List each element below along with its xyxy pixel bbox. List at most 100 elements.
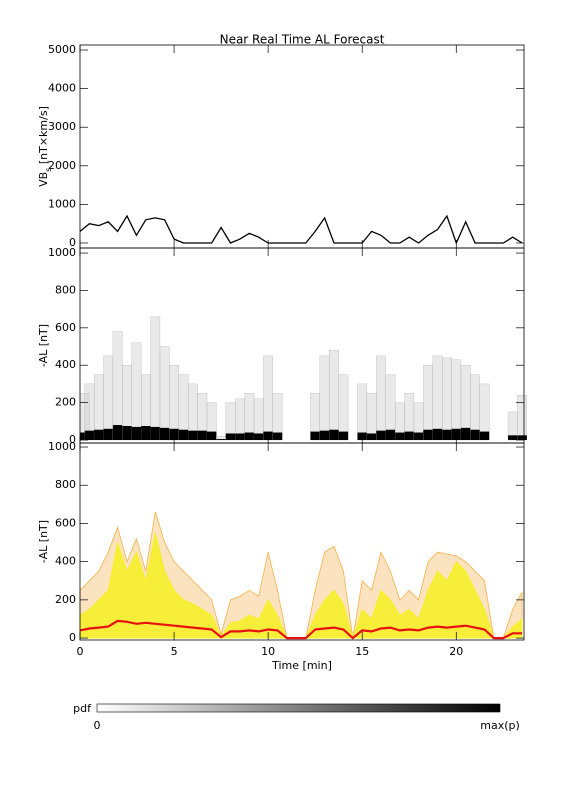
colorbar-max: max(p): [480, 719, 520, 732]
pdf-spread: [329, 350, 339, 441]
pdf-core: [84, 430, 95, 441]
y-tick-label: 200: [55, 396, 76, 409]
pdf-spread: [423, 365, 433, 441]
y-tick-label: 0: [69, 236, 76, 249]
pdf-spread: [432, 355, 443, 441]
y-tick-label: 0: [69, 631, 76, 644]
panel: [79, 316, 527, 441]
pdf-core: [423, 429, 433, 441]
panel: [79, 511, 523, 640]
pdf-spread: [112, 331, 123, 441]
y-tick-label: 400: [55, 358, 76, 371]
x-tick-label: 10: [261, 645, 275, 658]
y-tick-label: 1000: [48, 197, 76, 210]
pdf-core: [206, 431, 217, 441]
pdf-core: [225, 433, 236, 441]
data-line: [79, 214, 523, 245]
pdf-core: [159, 427, 170, 441]
pdf-core: [216, 439, 226, 441]
pdf-core: [122, 425, 132, 441]
pdf-spread: [479, 383, 490, 441]
pdf-spread: [159, 346, 170, 441]
y-tick-label: 0: [69, 433, 76, 446]
y-axis-label: -AL [nT]: [37, 324, 50, 367]
pdf-core: [310, 431, 320, 441]
pdf-core: [385, 429, 396, 441]
x-tick-label: 0: [77, 645, 84, 658]
colorbar-min: 0: [94, 719, 101, 732]
pdf-core: [254, 433, 264, 441]
y-tick-label: 600: [55, 321, 76, 334]
pdf-spread: [442, 357, 452, 441]
pdf-core: [188, 430, 198, 441]
pdf-spread: [319, 355, 330, 441]
y-tick-label: 5000: [48, 43, 76, 56]
pdf-core: [508, 435, 518, 441]
band-area: [79, 532, 523, 640]
y-tick-label: 3000: [48, 120, 76, 133]
pdf-core: [169, 428, 179, 441]
pdf-spread: [376, 355, 386, 441]
y-tick-label: 1000: [48, 246, 76, 259]
pdf-core: [112, 425, 123, 441]
y-axis-label-part: VB: [37, 172, 50, 187]
y-axis-label-part: -AL [nT]: [37, 520, 50, 563]
pdf-core: [94, 429, 104, 441]
colorbar: [96, 703, 501, 713]
pdf-core: [404, 431, 414, 441]
median-line: [79, 619, 523, 640]
pdf-core: [244, 432, 255, 441]
pdf-core: [329, 429, 339, 441]
colorbar-label: pdf: [73, 702, 92, 715]
pdf-spread: [103, 355, 114, 441]
pdf-core: [197, 430, 207, 441]
x-tick-label: 20: [449, 645, 463, 658]
pdf-spread: [150, 316, 161, 441]
pdf-core: [413, 432, 424, 441]
pdf-spread: [263, 355, 273, 441]
pdf-core: [150, 426, 160, 441]
pdf-core: [395, 432, 405, 441]
pdf-core: [376, 430, 386, 441]
pdf-core: [470, 429, 480, 441]
x-tick-label: 15: [355, 645, 369, 658]
x-tick-label: 5: [171, 645, 178, 658]
pdf-core: [141, 425, 151, 441]
pdf-core: [442, 429, 452, 441]
pdf-spread: [338, 374, 349, 441]
y-axis-label: -AL [nT]: [37, 520, 50, 563]
y-axis-label-part: s: [44, 168, 53, 172]
pdf-core: [319, 430, 330, 441]
pdf-core: [479, 431, 490, 441]
pdf-core: [451, 428, 461, 441]
y-tick-label: 800: [55, 478, 76, 491]
y-axis-label-part: [nT×km/s]: [37, 106, 50, 168]
pdf-core: [432, 428, 443, 441]
pdf-core: [103, 428, 113, 441]
pdf-spread: [131, 342, 142, 441]
y-axis-label: VBs [nT×km/s]: [37, 106, 53, 187]
y-tick-label: 400: [55, 555, 76, 568]
pdf-spread: [451, 359, 462, 441]
panel: [79, 214, 523, 245]
pdf-core: [517, 435, 527, 441]
y-tick-label: 4000: [48, 82, 76, 95]
pdf-core: [235, 433, 245, 441]
x-axis-label: Time [min]: [271, 659, 332, 672]
y-tick-label: 800: [55, 283, 76, 296]
y-tick-label: 200: [55, 593, 76, 606]
y-tick-label: 600: [55, 516, 76, 529]
chart-title: Near Real Time AL Forecast: [220, 33, 385, 47]
pdf-spread: [517, 394, 527, 441]
panel-frame: [79, 442, 525, 641]
pdf-core: [338, 431, 349, 441]
pdf-core: [460, 427, 471, 441]
pdf-spread: [357, 383, 368, 441]
y-tick-label: 1000: [48, 440, 76, 453]
pdf-core: [178, 429, 189, 441]
pdf-spread: [366, 393, 377, 441]
pdf-core: [366, 433, 377, 441]
pdf-core: [272, 432, 283, 441]
